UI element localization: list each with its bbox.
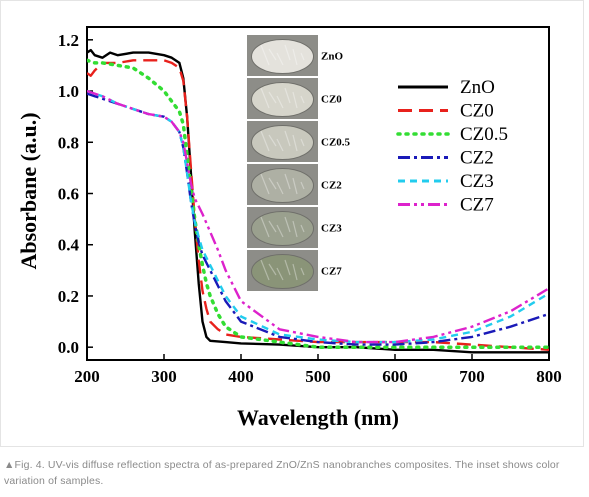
sample-texture (260, 44, 270, 66)
sample-texture (292, 220, 298, 238)
legend-label: CZ2 (460, 148, 494, 169)
y-tick-label: 0.6 (58, 185, 79, 204)
sample-texture (276, 224, 284, 238)
inset-sample-label: CZ2 (321, 180, 342, 192)
sample-texture (284, 173, 291, 190)
sample-texture (268, 48, 277, 61)
absorbance-chart: 200 300 400 500 600 700 800 0.0 0.2 0.4 0.6 0.8 1.0 1… (16, 26, 562, 430)
sample-texture (276, 138, 284, 152)
legend-label: CZ0 (460, 101, 494, 122)
legend-label: ZnO (460, 77, 495, 98)
sample-dish-CZ0 (251, 82, 314, 117)
sample-texture (268, 91, 277, 104)
inset-sample-label: CZ0 (321, 94, 342, 106)
sample-texture (300, 52, 305, 61)
sample-texture (276, 52, 284, 66)
x-tick-label: 700 (459, 367, 485, 386)
sample-texture (260, 216, 270, 238)
series-line-CZ0.5 (87, 58, 549, 349)
series-line-CZ0 (87, 59, 549, 351)
inset-sample-label: CZ0.5 (321, 137, 351, 149)
sample-texture (284, 259, 291, 276)
sample-dish-ZnO (251, 39, 314, 74)
sample-texture (292, 177, 298, 195)
x-tick-label: 200 (74, 367, 100, 386)
sample-texture (284, 216, 291, 233)
inset-sample-label: ZnO (321, 51, 343, 63)
x-tick-label: 400 (228, 367, 254, 386)
sample-dish-CZ2 (251, 168, 314, 203)
sample-texture (284, 87, 291, 104)
sample-texture (292, 263, 298, 281)
sample-texture (300, 181, 305, 190)
sample-dish-CZ7 (251, 254, 314, 289)
sample-texture (268, 177, 277, 190)
sample-texture (260, 87, 270, 109)
sample-texture (276, 95, 284, 109)
sample-texture (260, 130, 270, 152)
sample-texture (292, 48, 298, 66)
inset-sample-label: CZ3 (321, 223, 342, 235)
legend-label: CZ0.5 (460, 124, 508, 145)
sample-texture (276, 181, 284, 195)
sample-texture (260, 259, 270, 281)
sample-dish-CZ3 (251, 211, 314, 246)
x-tick-label: 800 (536, 367, 562, 386)
figure-caption: ▲Fig. 4. UV-vis diffuse reflection spect… (4, 459, 560, 487)
sample-texture (292, 134, 298, 152)
sample-texture (268, 134, 277, 147)
y-axis-title: Absorbane (a.u.) (16, 112, 41, 269)
sample-texture (300, 95, 305, 104)
y-tick-label: 1.0 (58, 82, 79, 101)
x-tick-label: 600 (382, 367, 408, 386)
sample-texture (284, 44, 291, 61)
sample-texture (260, 173, 270, 195)
legend-label: CZ3 (460, 171, 494, 192)
y-tick-label: 1.2 (58, 31, 79, 50)
legend-label: CZ7 (460, 195, 494, 216)
sample-texture (300, 138, 305, 147)
y-tick-label: 0.2 (58, 287, 79, 306)
sample-texture (284, 130, 291, 147)
y-tick-label: 0.4 (58, 236, 80, 255)
sample-texture (268, 263, 277, 276)
x-axis-title: Wavelength (nm) (237, 405, 399, 430)
series-line-CZ7 (87, 89, 549, 344)
y-tick-label: 0.0 (58, 338, 79, 357)
figure-frame: 200 300 400 500 600 700 800 0.0 0.2 0.4 0.6 0.8 1.0 1… (0, 0, 584, 447)
sample-texture (268, 220, 277, 233)
sample-dish-CZ0.5 (251, 125, 314, 160)
sample-texture (292, 91, 298, 109)
sample-texture (276, 267, 284, 281)
sample-texture (300, 224, 305, 233)
y-tick-label: 0.8 (58, 133, 79, 152)
inset-sample-label: CZ7 (321, 266, 342, 278)
sample-texture (300, 267, 305, 276)
x-tick-label: 500 (305, 367, 331, 386)
x-tick-label: 300 (151, 367, 177, 386)
